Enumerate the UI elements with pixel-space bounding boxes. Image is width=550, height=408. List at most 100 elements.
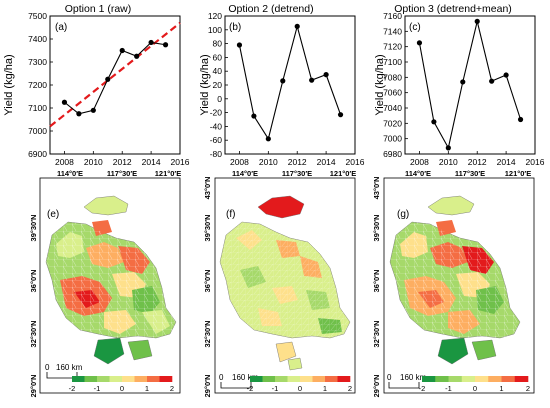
lon-label-e-3: 121°0′E	[155, 169, 181, 178]
map-panel-e: (e)	[39, 177, 181, 394]
data-point	[337, 112, 344, 118]
scale-zero-f: 0	[219, 373, 224, 382]
data-point	[236, 42, 243, 48]
y-tick-label: 7060	[383, 88, 402, 98]
y-tick-label: 80	[213, 39, 223, 49]
x-tick-label: 2012	[288, 157, 307, 167]
x-tick-label: 2016	[171, 157, 190, 167]
legend-swatch	[287, 376, 301, 382]
x-tick-label: 2014	[317, 157, 336, 167]
series-line-c	[418, 21, 522, 150]
legend-swatch	[435, 376, 449, 382]
y-tick-label: -60	[210, 135, 223, 145]
legend-swatch	[422, 376, 436, 382]
legend-swatch	[250, 376, 263, 382]
legend-swatch	[312, 376, 326, 382]
legend-tick-label: 1	[145, 384, 149, 393]
legend-tick-label: -2	[247, 384, 254, 393]
lat-label-e-5: 29°0′N	[29, 375, 38, 398]
lat-label-f-1: 43°0′N	[203, 177, 212, 200]
y-tick-label: -40	[210, 121, 223, 131]
x-tick-label: 2016	[346, 157, 365, 167]
y-tick-label: 0	[217, 94, 222, 104]
legend-swatch	[122, 376, 135, 382]
legend-tick-label: 0	[120, 384, 124, 393]
y-tick-label: 7000	[28, 126, 47, 136]
legend-swatch	[461, 376, 476, 382]
legend-swatch	[514, 376, 529, 382]
lon-label-f-3: 121°0′E	[330, 169, 356, 178]
data-point	[280, 78, 286, 84]
y-tick-label: 7100	[383, 57, 402, 67]
data-point	[294, 23, 300, 29]
scale-label-e: 160 km	[56, 363, 83, 372]
y-axis-label-a: Yield (kg/ha)	[3, 54, 15, 115]
data-point	[489, 78, 495, 84]
data-point	[105, 76, 111, 82]
chart-panel-c: Option 3 (detrend+mean) Yield (kg/ha) (c…	[374, 3, 545, 167]
legend-tick-label: 1	[499, 384, 503, 393]
lat-label-g-3: 36°0′N	[372, 270, 381, 293]
legend-swatch	[159, 376, 173, 382]
y-tick-label: 7020	[383, 118, 402, 128]
plot-frame-c	[404, 15, 536, 155]
x-tick-label: 2016	[526, 157, 545, 167]
region-north-g	[427, 195, 475, 216]
chart-title-c: Option 3 (detrend+mean)	[394, 3, 512, 15]
y-tick-label: 120	[208, 11, 222, 21]
choropleth-e	[45, 195, 177, 365]
x-tick-label: 2010	[259, 157, 278, 167]
legend-swatch	[134, 376, 148, 382]
legend-tick-label: 2	[348, 384, 352, 393]
y-axis-label-c: Yield (kg/ha)	[374, 54, 386, 115]
chart-panel-b: Option 2 (detrend) Yield (kg/ha) (b) 200…	[199, 3, 365, 167]
scale-zero-g: 0	[387, 373, 392, 382]
legend-swatch	[72, 376, 85, 382]
data-point	[460, 79, 466, 85]
y-tick-label: 7160	[383, 11, 402, 21]
chart-title-a: Option 1 (raw)	[65, 3, 132, 15]
y-tick-label: 7300	[28, 57, 47, 67]
panel-label-b: (b)	[229, 22, 241, 33]
y-tick-label: 7100	[28, 103, 47, 113]
scale-label-g: 160 km	[400, 373, 427, 382]
data-point	[61, 99, 68, 105]
legend-swatch	[475, 376, 489, 382]
region-north-e	[83, 195, 129, 216]
legend-swatch	[448, 376, 463, 382]
color-legend-g: -2 -1 0 1 2	[419, 376, 530, 393]
y-tick-label: 7200	[28, 80, 47, 90]
data-point	[148, 39, 154, 46]
lat-label-e-2: 39°30′N	[29, 215, 38, 242]
x-tick-label: 2010	[439, 157, 458, 167]
data-point	[474, 18, 480, 24]
lon-label-f-1: 114°0′E	[232, 169, 258, 178]
y-tick-label: 100	[208, 25, 222, 35]
region-south-g	[437, 337, 469, 365]
legend-swatch	[147, 376, 160, 382]
color-legend-f: -2 -1 0 1 2	[247, 376, 352, 393]
scale-zero-e: 0	[45, 363, 50, 372]
legend-swatch	[275, 376, 288, 382]
panel-label-a: (a)	[55, 22, 67, 33]
region-south2-g	[471, 339, 497, 361]
legend-tick-label: 1	[323, 384, 327, 393]
y-axis-label-b: Yield (kg/ha)	[199, 54, 211, 115]
series-line-b	[238, 24, 342, 141]
lat-label-f-3: 36°0′N	[203, 270, 212, 293]
y-tick-label: 7080	[383, 72, 402, 82]
legend-swatch	[337, 376, 351, 382]
x-tick-label: 2008	[230, 157, 249, 167]
y-tick-label: 6900	[28, 149, 47, 159]
legend-tick-label: 2	[526, 384, 530, 393]
data-point	[90, 107, 96, 113]
lon-label-g-2: 117°30′E	[455, 169, 485, 178]
data-point	[251, 113, 257, 119]
region-south-e	[93, 337, 125, 365]
y-tick-label: 7040	[383, 103, 402, 113]
lat-label-f-4: 32°30′N	[203, 321, 212, 348]
legend-swatch	[84, 376, 98, 382]
data-point	[416, 40, 423, 46]
x-tick-label: 2012	[468, 157, 487, 167]
y-tick-label: 7000	[383, 134, 402, 144]
